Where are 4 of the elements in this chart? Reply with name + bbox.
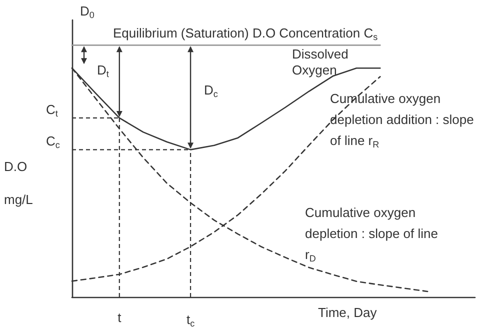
- x-tick-label: t: [118, 310, 122, 325]
- x-axis-title: Time, Day: [318, 305, 378, 320]
- text: D.O mg/L: [4, 159, 33, 207]
- annotation: Dissolved Oxygen: [292, 46, 352, 78]
